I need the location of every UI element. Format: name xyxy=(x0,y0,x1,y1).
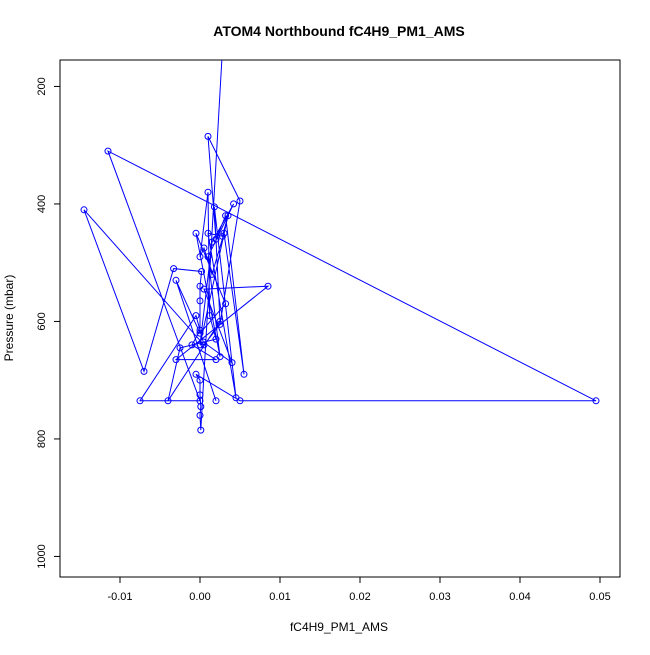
data-point xyxy=(228,359,236,367)
data-point xyxy=(218,232,226,240)
data-point xyxy=(208,270,216,278)
data-point xyxy=(204,132,212,140)
x-tick-label: 0.05 xyxy=(589,591,610,603)
data-point xyxy=(196,329,204,337)
y-tick-label: 400 xyxy=(36,195,48,213)
x-tick-label: 0.04 xyxy=(509,591,530,603)
x-tick-label: 0.00 xyxy=(189,591,210,603)
data-point xyxy=(208,238,216,246)
x-axis-label: fC4H9_PM1_AMS xyxy=(290,620,388,634)
y-tick-label: 200 xyxy=(36,77,48,95)
data-point xyxy=(172,356,180,364)
x-tick-label: 0.01 xyxy=(269,591,290,603)
data-point xyxy=(264,282,272,290)
data-point xyxy=(222,212,230,220)
chart-title: ATOM4 Northbound fC4H9_PM1_AMS xyxy=(213,23,465,39)
data-point xyxy=(224,212,232,220)
data-point xyxy=(222,300,230,308)
data-point xyxy=(204,188,212,196)
data-point xyxy=(170,265,178,273)
y-tick-label: 800 xyxy=(36,430,48,448)
data-point xyxy=(104,147,112,155)
data-point xyxy=(172,276,180,284)
series-line xyxy=(83,60,597,431)
data-point xyxy=(196,326,204,334)
x-tick-label: 0.02 xyxy=(349,591,370,603)
data-point xyxy=(192,370,200,378)
data-point xyxy=(592,397,600,405)
data-point xyxy=(140,367,148,375)
data-point xyxy=(196,397,204,405)
data-point xyxy=(204,229,212,237)
y-axis: 200 400 600 800 1000 xyxy=(36,77,61,569)
data-point xyxy=(196,411,204,419)
data-point xyxy=(176,344,184,352)
data-point xyxy=(196,376,204,384)
data-point xyxy=(210,203,218,211)
data-point xyxy=(216,320,224,328)
data-point xyxy=(164,397,172,405)
data-point xyxy=(197,426,205,434)
data-point xyxy=(200,341,208,349)
data-point xyxy=(192,312,200,320)
data-point xyxy=(192,229,200,237)
data-point xyxy=(204,253,212,261)
y-tick-label: 1000 xyxy=(36,544,48,568)
data-point xyxy=(230,200,238,208)
data-point xyxy=(198,268,206,275)
data-point xyxy=(200,244,208,252)
data-point xyxy=(206,312,214,320)
x-tick-label: 0.03 xyxy=(429,591,450,603)
y-tick-label: 600 xyxy=(36,312,48,330)
data-point xyxy=(216,317,224,325)
data-point xyxy=(212,335,220,343)
data-point xyxy=(136,397,144,405)
series-layer xyxy=(80,60,600,434)
data-point xyxy=(80,206,88,214)
y-axis-label: Pressure (mbar) xyxy=(2,275,16,362)
data-point xyxy=(236,197,244,205)
x-axis: -0.01 0.00 0.01 0.02 0.03 0.04 0.05 xyxy=(107,576,611,603)
data-point xyxy=(216,353,224,361)
data-point xyxy=(196,253,204,261)
x-tick-label: -0.01 xyxy=(107,591,132,603)
data-point xyxy=(196,297,204,305)
data-point xyxy=(212,397,220,405)
data-point xyxy=(188,341,196,349)
data-point xyxy=(240,370,248,378)
data-point xyxy=(196,341,204,349)
data-point xyxy=(232,394,240,402)
data-point xyxy=(196,282,204,290)
